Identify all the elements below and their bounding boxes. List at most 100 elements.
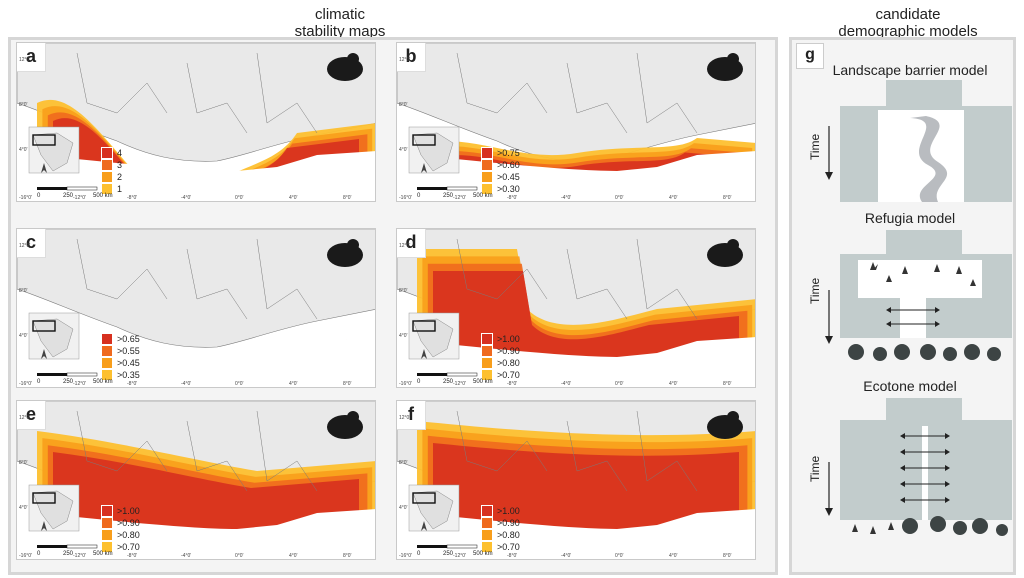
lon-tick-label: 8°0' <box>343 553 352 559</box>
scale-mid: 250 <box>63 379 74 385</box>
scale-mid: 250 <box>63 193 74 199</box>
lat-tick-label: 12°0' <box>399 243 411 249</box>
lon-tick-label: -4°0' <box>561 195 572 201</box>
scale-end: 500 km <box>473 379 493 385</box>
lon-tick-label: -4°0' <box>561 553 572 559</box>
panel-label: b <box>397 43 426 72</box>
legend-label: >0.75 <box>497 148 520 158</box>
legend-label: >0.80 <box>497 358 520 368</box>
map-legend: >0.65 >0.55 >0.45 >0.35 <box>101 333 140 381</box>
models-panel-label-text: g <box>805 46 815 63</box>
legend-entry: >0.45 <box>481 171 520 183</box>
legend-label: >0.70 <box>497 370 520 380</box>
scale-mid: 250 <box>443 379 454 385</box>
legend-label: >0.80 <box>497 530 520 540</box>
lon-tick-label: -16°0' <box>19 381 32 387</box>
lon-tick-label: -16°0' <box>399 195 412 201</box>
legend-swatch <box>481 345 493 357</box>
legend-entry: 3 <box>101 159 122 171</box>
lat-tick-label: 4°0' <box>19 505 28 511</box>
refugia-model-diagram <box>840 230 1012 361</box>
panel-label: e <box>17 401 46 430</box>
legend-label: 3 <box>117 160 123 170</box>
legend-label: >0.90 <box>497 346 520 356</box>
lon-tick-label: -8°0' <box>507 381 518 387</box>
legend-label: >0.45 <box>497 172 520 182</box>
legend-entry: >0.65 <box>101 333 140 345</box>
legend-swatch <box>101 333 113 345</box>
lon-tick-label: 8°0' <box>723 381 732 387</box>
scale-zero: 0 <box>37 551 41 557</box>
lat-tick-label: 8°0' <box>19 288 28 294</box>
legend-label: 1 <box>117 184 123 194</box>
scale-zero: 0 <box>417 193 421 199</box>
lat-tick-label: 12°0' <box>399 57 411 63</box>
lat-tick-label: 8°0' <box>19 460 28 466</box>
legend-entry: >0.70 <box>481 541 520 553</box>
map-panel-d: d >1.00 >0.90 >0.80 >0.70 0 250 500 km 12°0… <box>396 228 756 388</box>
legend-swatch <box>481 357 493 369</box>
lon-tick-label: 0°0' <box>615 553 624 559</box>
lon-tick-label: 8°0' <box>343 195 352 201</box>
time-label-1: Time <box>808 133 822 160</box>
coiled-snake-icon <box>701 405 747 445</box>
legend-entry: >0.55 <box>101 345 140 357</box>
map-panel-b: b >0.75 >0.60 >0.45 >0.30 0 250 500 km 12°0… <box>396 42 756 202</box>
legend-swatch <box>101 171 113 183</box>
scale-zero: 0 <box>417 379 421 385</box>
lon-tick-label: -12°0' <box>73 553 86 559</box>
lat-tick-label: 8°0' <box>399 288 408 294</box>
legend-swatch <box>101 505 113 517</box>
scale-mid: 250 <box>443 193 454 199</box>
lon-tick-label: 0°0' <box>235 195 244 201</box>
lon-tick-label: 8°0' <box>343 381 352 387</box>
legend-label: 2 <box>117 172 123 182</box>
scale-mid: 250 <box>63 551 74 557</box>
time-arrow-3 <box>825 462 833 516</box>
legend-entry: >0.35 <box>101 369 140 381</box>
time-arrow-1 <box>825 126 833 180</box>
maps-header: climatic stability maps <box>250 6 430 40</box>
scale-zero: 0 <box>417 551 421 557</box>
legend-entry: >0.80 <box>481 357 520 369</box>
lat-tick-label: 4°0' <box>399 505 408 511</box>
legend-entry: >0.60 <box>481 159 520 171</box>
lat-tick-label: 12°0' <box>19 57 31 63</box>
legend-swatch <box>481 505 493 517</box>
lon-tick-label: 8°0' <box>723 553 732 559</box>
legend-entry: >1.00 <box>101 505 140 517</box>
time-arrow-2 <box>825 290 833 344</box>
legend-label: >1.00 <box>497 506 520 516</box>
lon-tick-label: -12°0' <box>453 195 466 201</box>
legend-swatch <box>101 357 113 369</box>
legend-label: >0.90 <box>497 518 520 528</box>
legend-label: 4 <box>117 148 123 158</box>
lon-tick-label: -12°0' <box>73 195 86 201</box>
legend-swatch <box>101 517 113 529</box>
lon-tick-label: -4°0' <box>181 553 192 559</box>
ecotone-model-diagram <box>840 398 1012 536</box>
legend-swatch <box>101 369 113 381</box>
models-header: candidate demographic models <box>818 6 998 40</box>
time-label-2: Time <box>808 277 822 304</box>
frog-icon <box>321 47 367 87</box>
legend-swatch <box>101 183 113 195</box>
map-panel-f: f >1.00 >0.90 >0.80 >0.70 0 250 500 km 12°0… <box>396 400 756 560</box>
lat-tick-label: 12°0' <box>19 415 31 421</box>
lon-tick-label: 8°0' <box>723 195 732 201</box>
lon-tick-label: -16°0' <box>399 381 412 387</box>
north-arrow-icon <box>421 163 427 173</box>
scale-end: 500 km <box>93 193 113 199</box>
lon-tick-label: 0°0' <box>235 553 244 559</box>
scale-end: 500 km <box>473 193 493 199</box>
map-legend: >1.00 >0.90 >0.80 >0.70 <box>101 505 140 553</box>
lon-tick-label: -16°0' <box>19 195 32 201</box>
lon-tick-label: 0°0' <box>615 195 624 201</box>
lat-tick-label: 4°0' <box>19 147 28 153</box>
legend-swatch <box>481 541 493 553</box>
lon-tick-label: -8°0' <box>127 195 138 201</box>
lon-tick-label: 4°0' <box>669 381 678 387</box>
lat-tick-label: 4°0' <box>19 333 28 339</box>
legend-entry: >0.75 <box>481 147 520 159</box>
stability-map <box>397 229 755 387</box>
